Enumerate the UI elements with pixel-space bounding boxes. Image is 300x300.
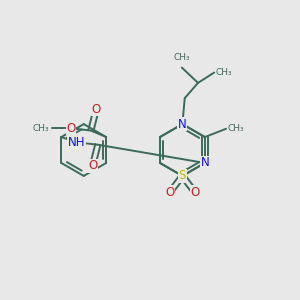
Text: NH: NH	[68, 136, 85, 149]
Text: O: O	[190, 186, 200, 199]
Text: O: O	[92, 103, 101, 116]
Text: N: N	[200, 157, 209, 169]
Text: CH₃: CH₃	[216, 68, 232, 77]
Text: N: N	[178, 118, 187, 130]
Text: O: O	[88, 159, 97, 172]
Text: CH₃: CH₃	[173, 53, 190, 62]
Text: CH₃: CH₃	[33, 124, 50, 133]
Text: S: S	[179, 169, 186, 182]
Text: O: O	[66, 122, 76, 135]
Text: O: O	[165, 186, 175, 199]
Text: CH₃: CH₃	[227, 124, 244, 133]
